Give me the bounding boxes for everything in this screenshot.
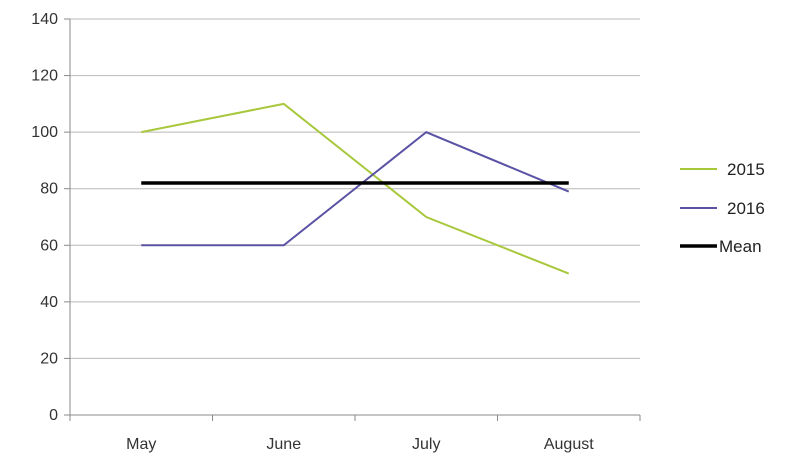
y-tick-label: 80 (40, 181, 58, 198)
y-tick-label: 0 (49, 407, 58, 424)
legend-label-mean: Mean (719, 237, 762, 256)
series-lines (141, 102, 570, 275)
y-tick-label: 60 (40, 237, 58, 254)
y-tick-label: 100 (31, 124, 58, 141)
y-tick-label: 140 (31, 11, 58, 28)
series-line-2016 (141, 130, 570, 247)
x-tick-label: August (544, 436, 594, 453)
x-tick-label: June (266, 436, 301, 453)
axes (64, 18, 641, 421)
x-tick-label: July (412, 436, 440, 453)
series-line-2015 (141, 102, 570, 275)
legend-label-2015: 2015 (727, 160, 765, 179)
y-tick-label: 40 (40, 294, 58, 311)
x-tick-label: May (126, 436, 156, 453)
y-tick-label: 20 (40, 350, 58, 367)
legend: 2015 2016 Mean (680, 160, 765, 256)
y-tick-labels: 0 20 40 60 80 100 120 140 (31, 11, 58, 424)
y-tick-label: 120 (31, 68, 58, 85)
x-tick-labels: May June July August (126, 436, 594, 453)
legend-label-2016: 2016 (727, 199, 765, 218)
